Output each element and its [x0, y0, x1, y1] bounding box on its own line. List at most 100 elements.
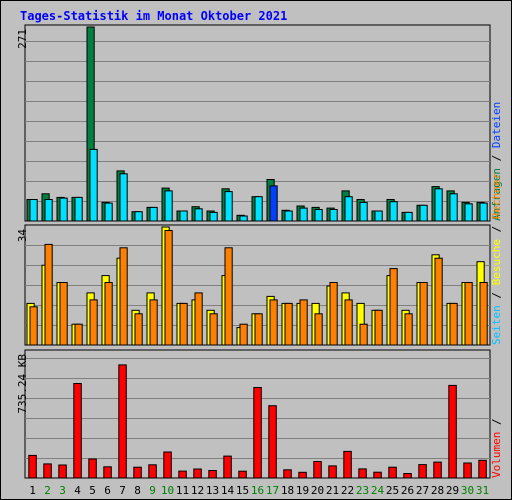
- legend-label: Dateien: [490, 102, 503, 148]
- day-label-11: 11: [176, 484, 189, 497]
- bar-dateien-day-9: [149, 206, 158, 222]
- legend-label: /: [490, 148, 503, 168]
- bar-volumen-day-27: [418, 464, 427, 479]
- bar-dateien-day-27: [419, 204, 428, 222]
- day-label-18: 18: [281, 484, 294, 497]
- bar-dateien-day-31: [479, 202, 488, 222]
- bar-rechner-day-22: [344, 299, 353, 346]
- day-label-23: 23: [356, 484, 369, 497]
- day-label-20: 20: [311, 484, 324, 497]
- bar-dateien-day-2: [44, 199, 53, 222]
- bar-rechner-day-24: [374, 309, 383, 346]
- bar-rechner-day-23: [359, 323, 368, 346]
- day-label-4: 4: [74, 484, 81, 497]
- day-label-12: 12: [191, 484, 204, 497]
- day-label-1: 1: [29, 484, 36, 497]
- bar-dateien-day-18: [284, 210, 293, 222]
- bar-dateien-day-7: [119, 173, 128, 222]
- legend-label: Volumen: [490, 432, 503, 478]
- bar-rechner-day-25: [389, 268, 398, 346]
- bar-dateien-day-13: [209, 211, 218, 222]
- day-label-2: 2: [44, 484, 51, 497]
- panel-max-label: 735.24 KB: [16, 354, 29, 414]
- chart-title: Tages-Statistik im Monat Oktober 2021: [20, 9, 287, 23]
- day-label-27: 27: [416, 484, 429, 497]
- bar-dateien-day-17: [269, 185, 278, 222]
- bar-volumen-day-13: [208, 470, 217, 479]
- bar-dateien-day-8: [134, 211, 143, 222]
- bar-dateien-day-11: [179, 210, 188, 222]
- legend-label: Seiten: [490, 305, 503, 345]
- bar-volumen-day-12: [193, 468, 202, 479]
- bar-volumen-day-14: [223, 455, 232, 479]
- bar-volumen-day-1: [28, 454, 37, 479]
- bar-volumen-day-26: [403, 473, 412, 479]
- bar-dateien-day-26: [404, 211, 413, 222]
- bar-dateien-day-29: [449, 193, 458, 222]
- day-label-17: 17: [266, 484, 279, 497]
- bar-volumen-day-10: [163, 451, 172, 479]
- bar-dateien-day-24: [374, 210, 383, 222]
- bar-dateien-day-10: [164, 190, 173, 222]
- bar-rechner-day-4: [74, 323, 83, 346]
- bar-volumen-day-9: [148, 464, 157, 479]
- bar-volumen-day-29: [448, 384, 457, 479]
- day-label-14: 14: [221, 484, 235, 497]
- bar-rechner-day-8: [134, 313, 143, 346]
- bar-dateien-day-12: [194, 208, 203, 222]
- bar-volumen-day-17: [268, 405, 277, 479]
- day-label-26: 26: [401, 484, 414, 497]
- bar-volumen-day-19: [298, 471, 307, 479]
- day-label-6: 6: [104, 484, 111, 497]
- day-label-28: 28: [431, 484, 444, 497]
- bar-dateien-day-20: [314, 209, 323, 222]
- bar-volumen-day-31: [478, 459, 487, 479]
- bar-rechner-day-6: [104, 282, 113, 346]
- bar-volumen-day-16: [253, 387, 262, 479]
- bar-rechner-day-21: [329, 282, 338, 346]
- bar-volumen-day-24: [373, 471, 382, 479]
- bar-rechner-day-19: [299, 299, 308, 346]
- panel-legend-labels: Volumen /: [490, 418, 503, 478]
- bar-rechner-day-5: [89, 299, 98, 346]
- day-label-7: 7: [119, 484, 126, 497]
- bar-rechner-day-10: [164, 230, 173, 346]
- day-label-24: 24: [371, 484, 385, 497]
- bar-rechner-day-31: [479, 282, 488, 346]
- legend-label: Rechner: [490, 172, 503, 219]
- bar-rechner-day-17: [269, 299, 278, 346]
- bar-rechner-day-11: [179, 302, 188, 346]
- bar-rechner-day-9: [149, 299, 158, 346]
- bar-rechner-day-30: [464, 282, 473, 346]
- bar-rechner-day-1: [29, 306, 38, 346]
- bar-dateien-day-22: [344, 196, 353, 222]
- bar-rechner-day-18: [284, 302, 293, 346]
- bar-rechner-day-16: [254, 313, 263, 346]
- day-label-3: 3: [59, 484, 66, 497]
- day-label-31: 31: [476, 484, 489, 497]
- panel-max-label: 34: [16, 229, 29, 243]
- bar-volumen-day-21: [328, 465, 337, 479]
- bar-volumen-day-6: [103, 466, 112, 479]
- legend-label: Anfragen: [490, 168, 503, 221]
- bar-rechner-day-28: [434, 257, 443, 346]
- day-label-21: 21: [326, 484, 339, 497]
- bar-volumen-day-28: [433, 461, 442, 479]
- bar-dateien-day-25: [389, 201, 398, 222]
- bar-rechner-day-12: [194, 292, 203, 346]
- bar-volumen-day-11: [178, 470, 187, 479]
- bar-dateien-day-5: [89, 148, 98, 222]
- bar-dateien-day-1: [29, 199, 38, 222]
- bar-dateien-day-23: [359, 201, 368, 222]
- bar-dateien-day-15: [239, 215, 248, 222]
- panel-legend-labels: Anfragen / Dateien: [490, 102, 503, 221]
- panel-kbytes: 735.24 KB Volumen /: [16, 349, 503, 479]
- day-axis-labels: 1 2 3 4 5 6 7 8 9 10 11 12 13 14 15 16 17 18 19 20 21 22 23 24 2…: [29, 484, 489, 497]
- bar-dateien-day-30: [464, 203, 473, 222]
- day-label-5: 5: [89, 484, 96, 497]
- bar-dateien-day-6: [104, 202, 113, 222]
- day-label-8: 8: [134, 484, 141, 497]
- day-label-13: 13: [206, 484, 219, 497]
- bar-rechner-day-7: [119, 247, 128, 346]
- bar-volumen-day-5: [88, 458, 97, 479]
